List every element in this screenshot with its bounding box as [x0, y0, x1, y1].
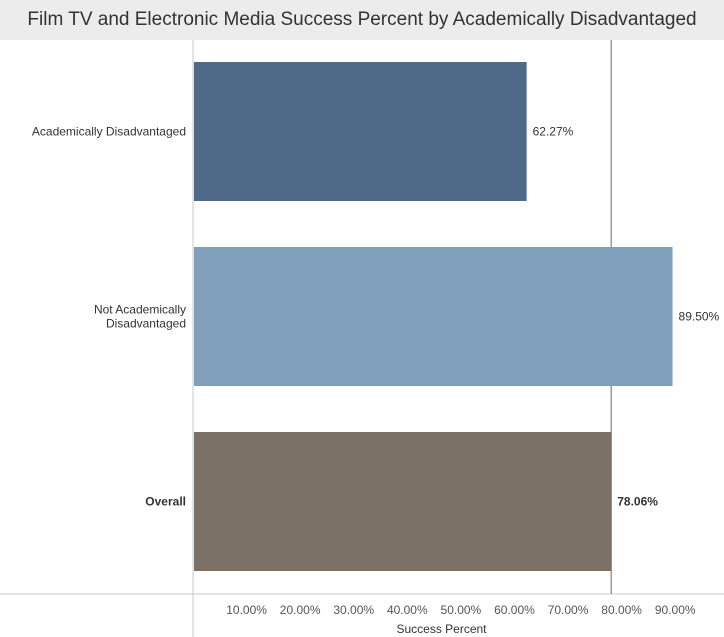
x-tick-label: 30.00%	[333, 603, 374, 617]
category-label: Overall	[145, 495, 186, 509]
category-label-line: Disadvantaged	[106, 317, 186, 331]
category-label-line: Not Academically	[94, 303, 186, 317]
category-label-line: Overall	[145, 495, 186, 509]
bar-chart: Academically Disadvantaged Not Academical…	[0, 40, 724, 637]
value-label: 78.06%	[617, 495, 658, 509]
category-label: Academically Disadvantaged	[32, 125, 186, 139]
x-tick-label: 50.00%	[441, 603, 482, 617]
x-axis-ticks: 10.00% 20.00% 30.00% 40.00% 50.00% 60.00% 70.0…	[226, 603, 696, 617]
x-tick-label: 70.00%	[548, 603, 589, 617]
bar	[194, 62, 527, 201]
x-tick-label: 20.00%	[280, 603, 321, 617]
value-label: 89.50%	[679, 310, 720, 324]
x-tick-label: 80.00%	[601, 603, 642, 617]
chart-title: Film TV and Electronic Media Success Per…	[0, 0, 724, 40]
x-tick-label: 40.00%	[387, 603, 428, 617]
value-label: 62.27%	[533, 125, 574, 139]
x-tick-label: 90.00%	[655, 603, 696, 617]
category-label-line: Academically Disadvantaged	[32, 125, 186, 139]
bars-group	[194, 62, 673, 571]
category-labels: Academically Disadvantaged Not Academical…	[32, 125, 186, 509]
bar	[194, 432, 612, 571]
category-label: Not Academically Disadvantaged	[94, 303, 186, 331]
x-tick-label: 10.00%	[226, 603, 267, 617]
bar	[194, 247, 673, 386]
value-labels: 62.27% 89.50% 78.06%	[533, 125, 720, 509]
x-tick-label: 60.00%	[494, 603, 535, 617]
x-axis-title: Success Percent	[396, 622, 487, 636]
